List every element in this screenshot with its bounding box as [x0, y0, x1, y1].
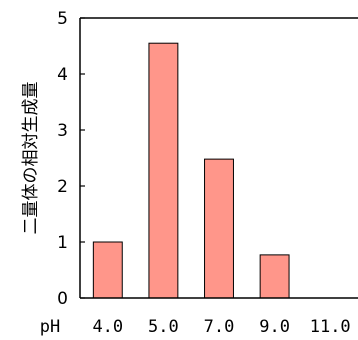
- y-tick-label: 4: [57, 65, 68, 85]
- x-category-label: 4.0: [92, 317, 123, 337]
- bar-5-0: [148, 42, 179, 299]
- x-category-label: 11.0: [310, 317, 351, 337]
- y-ticks-group: 0 1 2 3 4 5: [57, 9, 85, 309]
- bar-7-0: [204, 158, 234, 299]
- bar-4-0: [92, 241, 123, 299]
- bar-9-0: [259, 254, 290, 299]
- y-tick-label: 1: [57, 233, 68, 253]
- x-category-label: 5.0: [148, 317, 179, 337]
- x-axis-label: pH: [40, 317, 60, 337]
- y-tick-label: 3: [57, 121, 68, 141]
- y-tick-label: 0: [57, 289, 68, 309]
- x-category-label: 7.0: [204, 317, 235, 337]
- y-tick-label: 2: [57, 177, 68, 197]
- y-axis-label: 二量体の相対生成量: [21, 82, 41, 235]
- x-category-label: 9.0: [259, 317, 290, 337]
- bars-group: [92, 42, 290, 299]
- y-tick-label: 5: [57, 9, 68, 29]
- axes-group: [79, 17, 358, 299]
- x-labels-group: 4.0 5.0 7.0 9.0 11.0: [92, 317, 350, 337]
